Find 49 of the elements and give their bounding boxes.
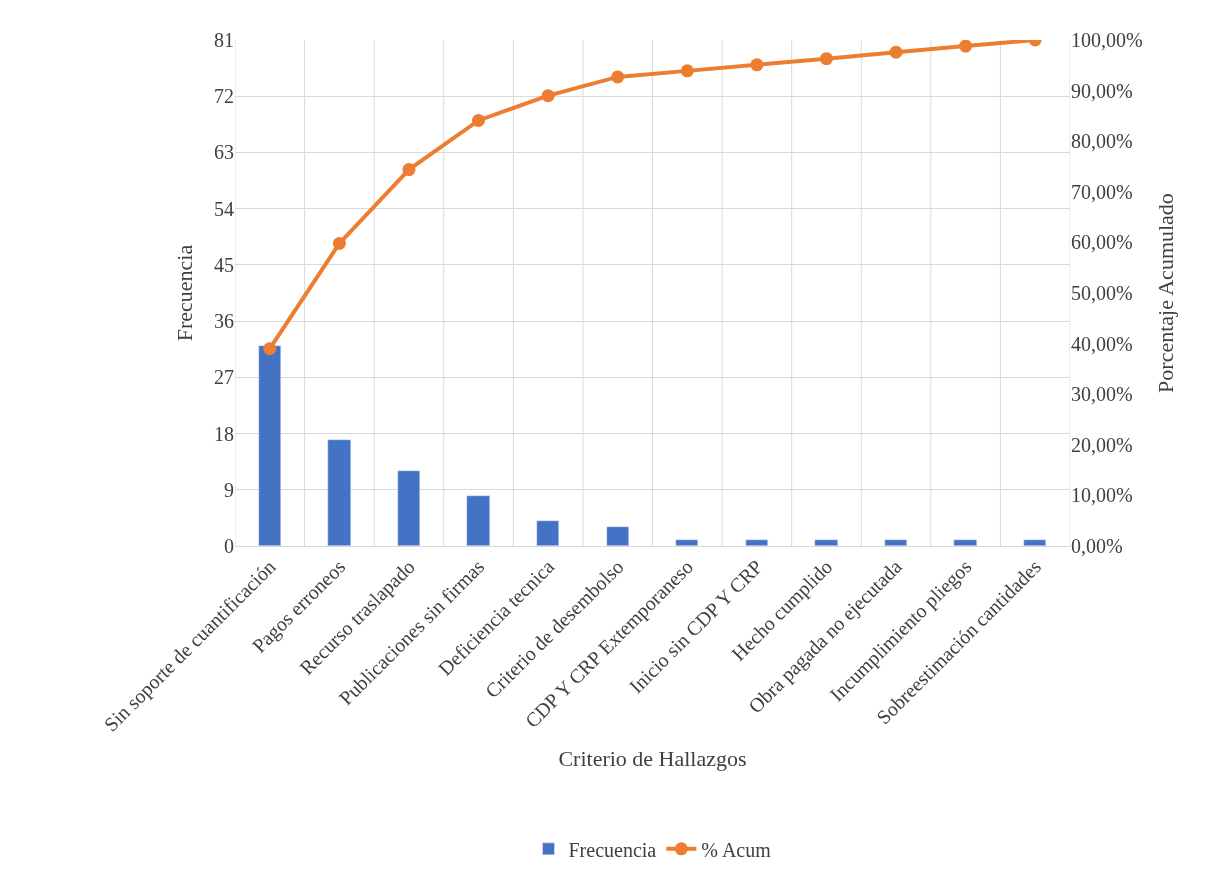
- bar: [884, 539, 907, 546]
- y-tick-label: 72: [214, 85, 234, 108]
- y-tick-label: 0: [224, 535, 234, 557]
- bar: [953, 539, 977, 546]
- y-tick-label: 9: [224, 478, 234, 501]
- y-axis-title: Frecuencia: [171, 244, 197, 342]
- legend-label: % Acum: [701, 838, 772, 861]
- y2-tick-label: 100,00%: [1071, 29, 1143, 51]
- point: [541, 89, 555, 103]
- y-tick-label: 36: [214, 310, 234, 333]
- legend-label: Frecuencia: [568, 838, 657, 861]
- y2-tick-label: 10,00%: [1071, 484, 1133, 507]
- point: [680, 64, 694, 78]
- bar: [536, 520, 559, 546]
- y2-tick-label: 40,00%: [1071, 332, 1133, 355]
- y2-tick-label: 60,00%: [1071, 231, 1133, 254]
- y-tick-label: 63: [214, 141, 234, 164]
- point: [472, 113, 486, 127]
- y-tick-label: 45: [214, 253, 234, 276]
- y2-tick-label: 80,00%: [1071, 130, 1133, 153]
- y-tick-label: 27: [214, 366, 234, 389]
- bar: [397, 470, 420, 546]
- bar: [675, 539, 698, 546]
- y-tick-label: 81: [214, 29, 234, 51]
- y2-tick-label: 0,00%: [1071, 535, 1123, 557]
- point: [959, 40, 973, 53]
- point: [263, 342, 277, 356]
- bar: [466, 495, 490, 546]
- bar: [606, 526, 629, 546]
- point: [402, 163, 416, 177]
- point: [332, 236, 346, 250]
- bar: [1023, 539, 1046, 546]
- x-axis-title: Criterio de Hallazgos: [558, 746, 747, 772]
- y-tick-label: 54: [214, 197, 234, 220]
- y2-tick-label: 30,00%: [1071, 383, 1133, 406]
- y2-tick-label: 20,00%: [1071, 433, 1133, 456]
- point: [889, 45, 903, 59]
- point: [611, 70, 625, 84]
- bar: [327, 439, 351, 546]
- y2-tick-label: 70,00%: [1071, 180, 1133, 203]
- point: [750, 58, 764, 72]
- y2-tick-label: 90,00%: [1071, 79, 1133, 102]
- bar: [814, 539, 838, 546]
- y2-axis-title: Porcentaje Acumulado: [1152, 193, 1178, 393]
- y2-tick-label: 50,00%: [1071, 282, 1133, 304]
- bar: [745, 539, 768, 546]
- bar: [258, 345, 281, 546]
- y-tick-label: 18: [214, 422, 234, 445]
- point: [819, 52, 833, 66]
